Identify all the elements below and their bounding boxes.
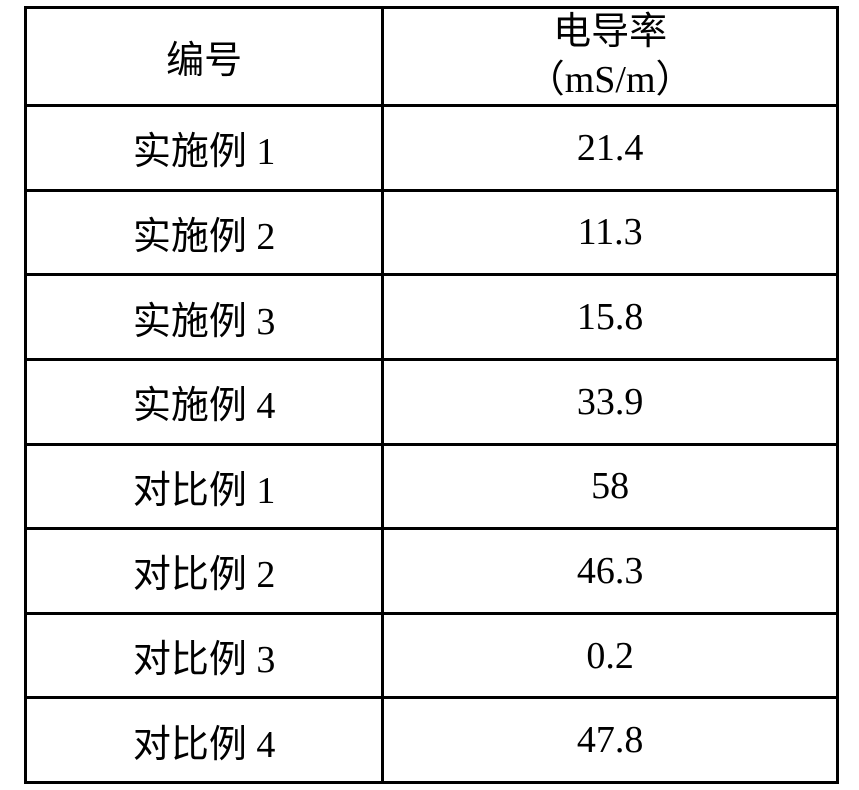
col-header-label-text: 编号 xyxy=(166,40,242,82)
row-label: 对比例 1 xyxy=(26,444,383,529)
row-label-text: 实施例 2 xyxy=(133,216,276,258)
row-label: 对比例 3 xyxy=(26,613,383,698)
row-value: 58 xyxy=(383,444,838,529)
row-value: 11.3 xyxy=(383,190,838,275)
table-header-row: 编号 电导率（mS/m） xyxy=(26,8,838,106)
row-label-text: 实施例 3 xyxy=(133,301,276,343)
table-row: 对比例 2 46.3 xyxy=(26,529,838,614)
row-label: 实施例 4 xyxy=(26,359,383,444)
row-label: 实施例 1 xyxy=(26,106,383,191)
row-label-text: 实施例 4 xyxy=(133,385,276,427)
table-row: 实施例 3 15.8 xyxy=(26,275,838,360)
table-row: 对比例 1 58 xyxy=(26,444,838,529)
conductivity-table: 编号 电导率（mS/m） 实施例 1 21.4 实施例 2 11.3 实施例 3… xyxy=(24,6,839,784)
row-value: 47.8 xyxy=(383,698,838,783)
row-label-text: 对比例 1 xyxy=(133,470,276,512)
row-label-text: 对比例 3 xyxy=(133,639,276,681)
table-row: 实施例 2 11.3 xyxy=(26,190,838,275)
col-header-value-text: 电导率（mS/m） xyxy=(527,11,694,101)
col-header-value: 电导率（mS/m） xyxy=(383,8,838,106)
table-row: 实施例 4 33.9 xyxy=(26,359,838,444)
row-label: 对比例 4 xyxy=(26,698,383,783)
row-value: 0.2 xyxy=(383,613,838,698)
row-label-text: 对比例 4 xyxy=(133,724,276,766)
row-label-text: 对比例 2 xyxy=(133,554,276,596)
row-value-text: 21.4 xyxy=(577,127,644,169)
table-row: 对比例 3 0.2 xyxy=(26,613,838,698)
table-row: 对比例 4 47.8 xyxy=(26,698,838,783)
row-value: 21.4 xyxy=(383,106,838,191)
row-value: 33.9 xyxy=(383,359,838,444)
row-value-text: 33.9 xyxy=(577,381,644,423)
row-value-text: 11.3 xyxy=(578,211,643,253)
row-label: 实施例 3 xyxy=(26,275,383,360)
row-label-text: 实施例 1 xyxy=(133,131,276,173)
row-value: 46.3 xyxy=(383,529,838,614)
row-label: 对比例 2 xyxy=(26,529,383,614)
row-value-text: 15.8 xyxy=(577,296,644,338)
table-row: 实施例 1 21.4 xyxy=(26,106,838,191)
row-value-text: 0.2 xyxy=(586,635,634,677)
row-value-text: 46.3 xyxy=(577,550,644,592)
col-header-label: 编号 xyxy=(26,8,383,106)
row-value-text: 47.8 xyxy=(577,719,644,761)
conductivity-table-container: 编号 电导率（mS/m） 实施例 1 21.4 实施例 2 11.3 实施例 3… xyxy=(0,0,859,790)
row-value-text: 58 xyxy=(591,465,629,507)
row-label: 实施例 2 xyxy=(26,190,383,275)
row-value: 15.8 xyxy=(383,275,838,360)
